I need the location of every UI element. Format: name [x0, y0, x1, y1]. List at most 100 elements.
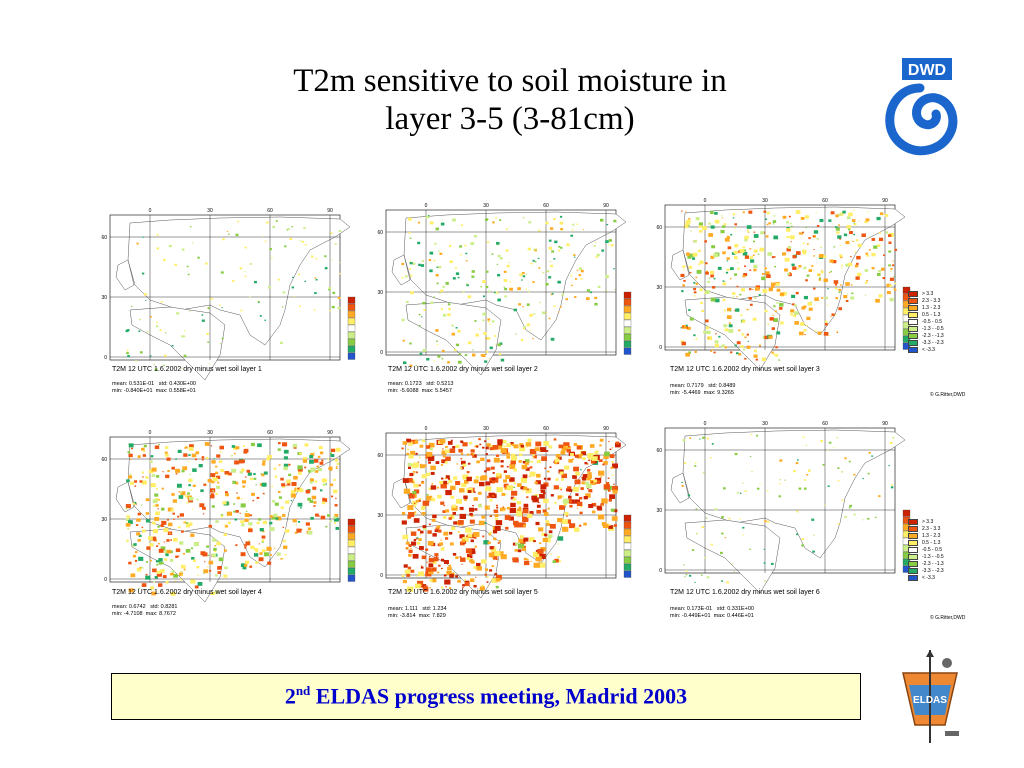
soil-moisture-cell	[284, 553, 287, 556]
soil-moisture-cell	[850, 284, 853, 286]
soil-moisture-cell	[854, 251, 857, 254]
soil-moisture-cell	[802, 436, 805, 439]
soil-moisture-cell	[744, 255, 750, 259]
soil-moisture-cell	[299, 240, 302, 242]
soil-moisture-cell	[769, 317, 774, 321]
soil-moisture-cell	[142, 236, 144, 238]
soil-moisture-cell	[739, 518, 741, 520]
soil-moisture-cell	[492, 445, 499, 450]
soil-moisture-cell	[608, 525, 613, 529]
soil-moisture-cell	[418, 484, 421, 487]
soil-moisture-cell	[139, 566, 142, 569]
soil-moisture-cell	[211, 553, 217, 558]
soil-moisture-cell	[543, 477, 547, 480]
soil-moisture-cell	[682, 265, 686, 268]
soil-moisture-cell	[486, 337, 491, 340]
soil-moisture-cell	[808, 307, 813, 311]
legend-label: 1.3 - 2.3	[922, 532, 941, 539]
soil-moisture-cell	[506, 443, 511, 448]
soil-moisture-cell	[246, 469, 251, 473]
soil-moisture-cell	[837, 523, 840, 525]
soil-moisture-cell	[680, 340, 684, 343]
soil-moisture-cell	[742, 246, 746, 249]
soil-moisture-cell	[542, 537, 548, 543]
soil-moisture-cell	[172, 499, 177, 503]
soil-moisture-cell	[128, 443, 134, 448]
soil-moisture-cell	[753, 349, 757, 353]
soil-moisture-cell	[604, 451, 610, 457]
soil-moisture-cell	[299, 305, 301, 308]
soil-moisture-cell	[459, 513, 466, 520]
soil-moisture-cell	[791, 294, 796, 299]
soil-moisture-cell	[421, 555, 427, 560]
soil-moisture-cell	[734, 227, 737, 229]
soil-moisture-cell	[171, 493, 175, 496]
soil-moisture-cell	[546, 523, 551, 527]
colorbar-swatch	[902, 342, 911, 350]
soil-moisture-cell	[245, 560, 250, 564]
soil-moisture-cell	[234, 481, 239, 485]
soil-moisture-cell	[589, 291, 593, 294]
colorbar-swatch	[623, 521, 632, 529]
soil-moisture-cell	[871, 455, 873, 457]
soil-moisture-cell	[277, 490, 281, 493]
soil-moisture-cell	[145, 299, 147, 301]
soil-moisture-cell	[432, 514, 437, 519]
soil-moisture-cell	[149, 543, 154, 547]
soil-moisture-cell	[547, 477, 551, 481]
soil-moisture-cell	[779, 478, 782, 481]
soil-moisture-cell	[718, 335, 721, 338]
soil-moisture-cell	[296, 528, 302, 533]
soil-moisture-cell	[558, 249, 561, 252]
soil-moisture-cell	[466, 471, 470, 474]
soil-moisture-cell	[522, 216, 525, 219]
soil-moisture-cell	[889, 297, 894, 302]
soil-moisture-cell	[237, 220, 240, 223]
soil-moisture-cell	[864, 269, 869, 272]
soil-moisture-cell	[249, 514, 252, 517]
soil-moisture-cell	[459, 245, 463, 248]
soil-moisture-cell	[532, 551, 540, 557]
soil-moisture-cell	[309, 455, 314, 459]
soil-moisture-cell	[580, 269, 584, 273]
soil-moisture-cell	[149, 355, 152, 357]
soil-moisture-cell	[318, 445, 323, 450]
soil-moisture-cell	[702, 436, 705, 439]
soil-moisture-cell	[706, 437, 709, 440]
soil-moisture-cell	[410, 530, 412, 532]
soil-moisture-cell	[430, 485, 437, 490]
soil-moisture-cell	[331, 305, 335, 309]
soil-moisture-cell	[450, 526, 456, 531]
soil-moisture-cell	[440, 501, 445, 505]
soil-moisture-cell	[750, 433, 753, 436]
soil-moisture-cell	[773, 256, 776, 258]
soil-moisture-cell	[139, 351, 143, 354]
soil-moisture-cell	[281, 442, 288, 447]
soil-moisture-cell	[450, 514, 454, 517]
soil-moisture-cell	[578, 267, 583, 270]
soil-moisture-cell	[700, 574, 703, 576]
soil-moisture-cell	[749, 256, 754, 259]
stat-max: max: 9.3265	[703, 390, 734, 396]
soil-moisture-cell	[578, 517, 581, 519]
soil-moisture-cell	[494, 513, 499, 518]
soil-moisture-cell	[711, 443, 714, 445]
soil-moisture-cell	[226, 230, 229, 232]
soil-moisture-cell	[535, 441, 542, 447]
soil-moisture-cell	[586, 463, 589, 465]
soil-moisture-cell	[277, 278, 280, 281]
map-stats: mean: 0.173E-01 std: 0.331E+00 min: -0.4…	[670, 606, 754, 620]
soil-moisture-cell	[525, 273, 528, 275]
soil-moisture-cell	[443, 480, 448, 484]
legend-label: < -3.3	[922, 574, 935, 581]
soil-moisture-cell	[228, 233, 230, 235]
soil-moisture-cell	[580, 487, 584, 490]
soil-moisture-cell	[688, 351, 692, 354]
soil-moisture-cell	[315, 257, 318, 260]
soil-moisture-cell	[170, 591, 176, 596]
soil-moisture-cell	[753, 354, 758, 358]
soil-moisture-cell	[526, 496, 529, 499]
soil-moisture-cell	[728, 324, 733, 328]
soil-moisture-cell	[741, 288, 745, 292]
